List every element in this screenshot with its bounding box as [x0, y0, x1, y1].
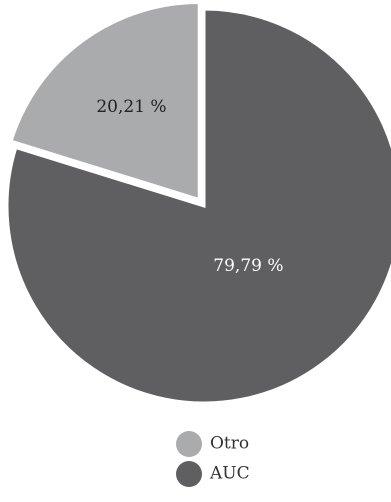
legend: Otro AUC — [176, 431, 250, 487]
legend-swatch-otro — [176, 431, 202, 457]
pie-slice-auc — [5, 7, 391, 405]
slice-labels: 79,79 % 20,21 % — [96, 97, 283, 276]
pie-slice-otro — [9, 1, 201, 202]
pie-slices — [5, 1, 391, 405]
slice-label-otro: 20,21 % — [96, 97, 166, 117]
legend-swatch-auc — [176, 461, 202, 487]
slice-label-auc: 79,79 % — [213, 256, 283, 276]
legend-label-auc: AUC — [209, 464, 250, 484]
legend-label-otro: Otro — [210, 434, 249, 454]
